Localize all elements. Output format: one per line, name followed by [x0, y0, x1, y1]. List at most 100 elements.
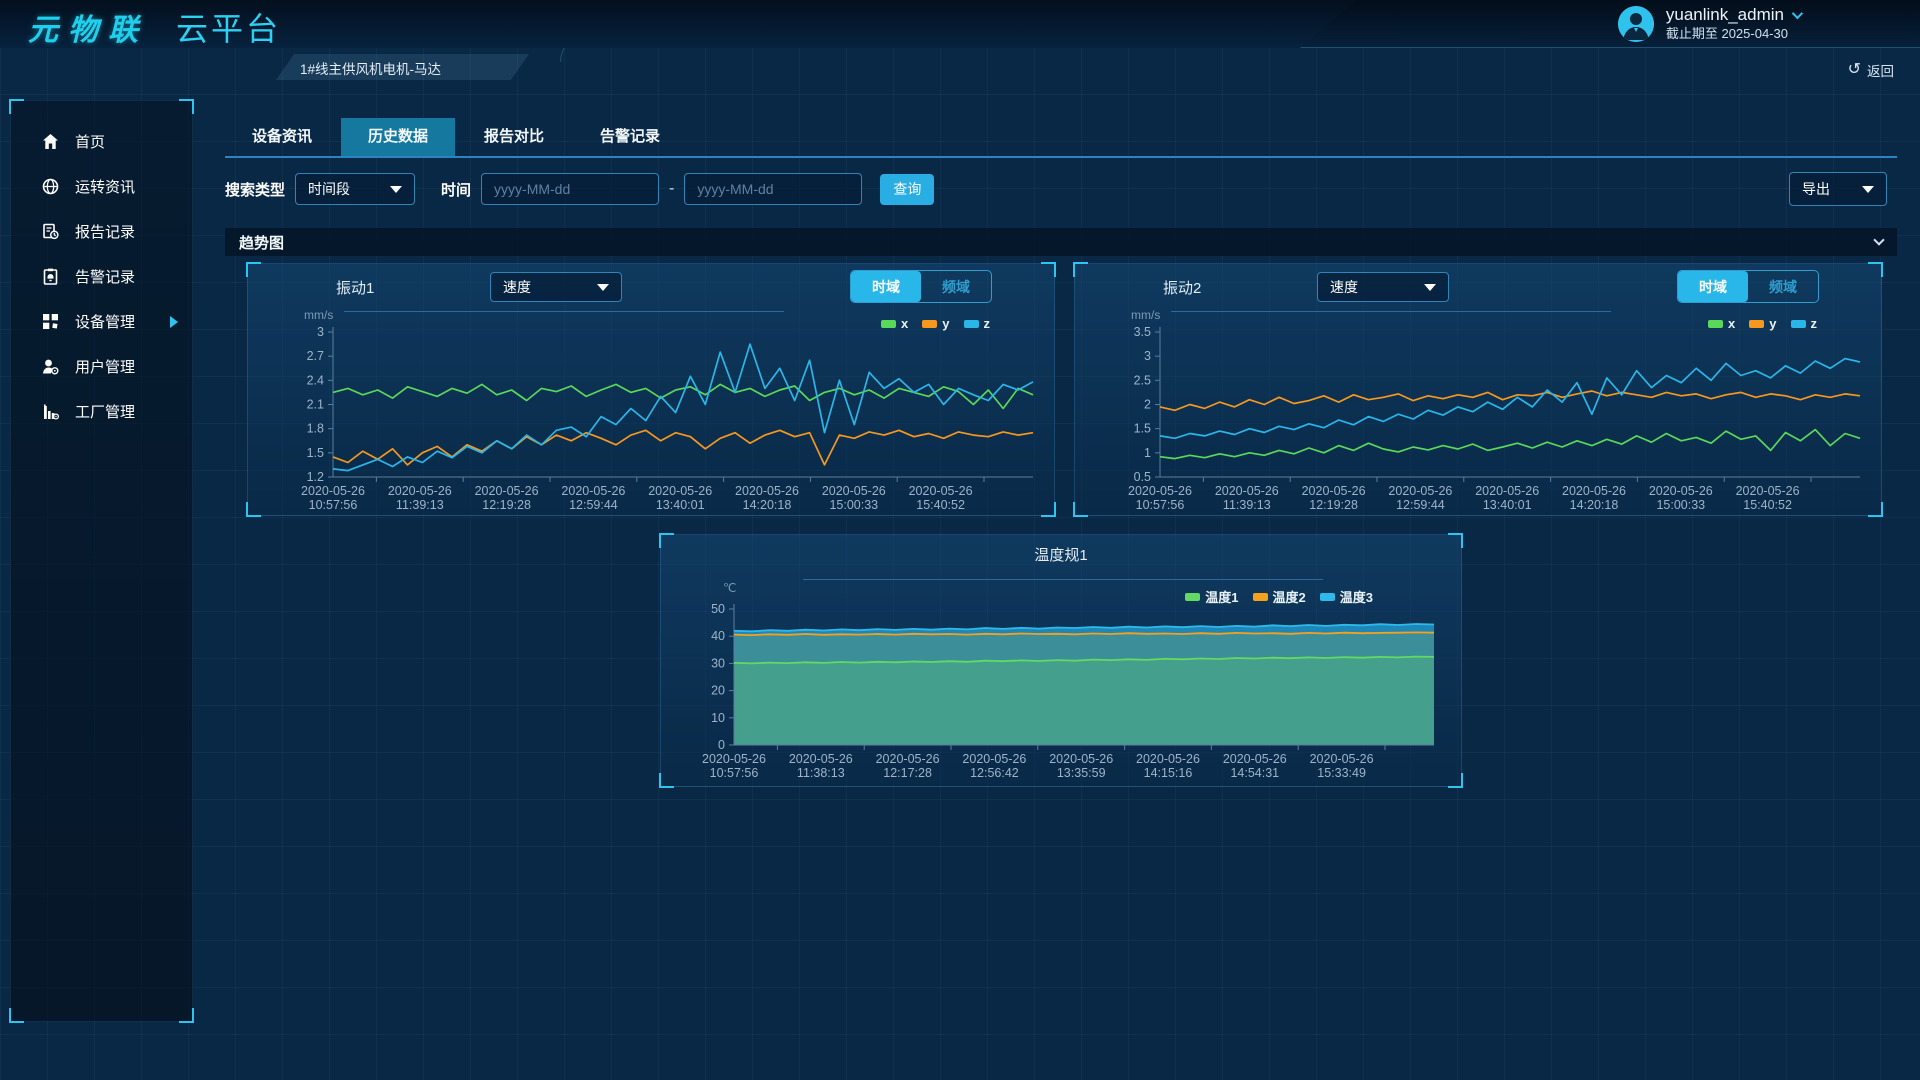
top-bar: 元物联 云平台 yuanlink_admin 截止期至 2025-04-30 — [0, 0, 1920, 48]
export-select[interactable]: 导出 — [1789, 172, 1887, 206]
collapse-chevron-icon[interactable] — [1873, 234, 1885, 246]
date-to-input[interactable] — [684, 173, 863, 205]
home-icon — [43, 134, 58, 149]
export-label: 导出 — [1802, 181, 1830, 197]
sidebar-item-operation-info[interactable]: 运转资讯 — [11, 164, 192, 209]
y-axis-unit: ℃ — [723, 581, 737, 595]
sidebar-nav: 首页运转资讯报告记录告警记录设备管理用户管理工厂管理 — [9, 99, 194, 1023]
legend-label: x — [901, 316, 909, 331]
legend-label: z — [983, 316, 991, 331]
legend-swatch — [1749, 319, 1765, 328]
legend-swatch — [1708, 319, 1724, 328]
legend-swatch — [1790, 319, 1806, 328]
svg-text:0: 0 — [718, 738, 725, 752]
legend-swatch — [922, 319, 938, 328]
dropdown-arrow-icon — [1424, 283, 1436, 291]
user-avatar-icon — [1617, 5, 1654, 42]
svg-text:1.5: 1.5 — [307, 446, 324, 460]
legend-item-温度2[interactable]: 温度2 — [1252, 587, 1306, 606]
sidebar-item-label: 用户管理 — [75, 359, 136, 376]
legend-item-温度1[interactable]: 温度1 — [1185, 587, 1239, 606]
sidebar-item-label: 报告记录 — [75, 224, 136, 241]
sensor-type-select[interactable]: 速度 — [490, 272, 622, 302]
sensor-type-value: 速度 — [1330, 279, 1358, 295]
chart-legend: x y z — [1708, 316, 1817, 331]
svg-text:1.8: 1.8 — [307, 422, 324, 436]
platform-title: 云平台 — [176, 11, 282, 47]
user-menu[interactable]: yuanlink_admin 截止期至 2025-04-30 — [1617, 5, 1804, 43]
account-expiry: 截止期至 2025-04-30 — [1665, 25, 1788, 41]
frequency-domain-button[interactable]: 频域 — [942, 278, 970, 295]
svg-text:0.5: 0.5 — [1134, 470, 1151, 484]
legend-item-y[interactable]: y — [922, 316, 950, 331]
user-manage-icon — [43, 359, 59, 375]
sidebar-item-label: 告警记录 — [75, 269, 136, 286]
sidebar-item-report-record[interactable]: 报告记录 — [11, 209, 192, 254]
legend-label: x — [1728, 316, 1736, 331]
legend-item-z[interactable]: z — [1790, 316, 1817, 331]
main-content: 设备资讯 历史数据 报告对比 告警记录 搜索类型 时间段 时间 - 查询 导出 趋势图… — [225, 0, 1897, 788]
chart-title: 振动2 — [1163, 280, 1202, 297]
legend-item-x[interactable]: x — [1708, 316, 1735, 331]
breadcrumb: 1#线主供风机电机-马达 — [300, 62, 442, 77]
back-button[interactable]: ↺ 返回 — [1848, 60, 1894, 80]
sensor-type-value: 速度 — [503, 279, 531, 295]
domain-toggle: 时域 频域 — [850, 270, 992, 303]
legend-label: y — [1769, 316, 1777, 331]
time-label: 时间 — [441, 181, 472, 199]
legend-item-x[interactable]: x — [881, 316, 908, 331]
legend-label: 温度1 — [1205, 590, 1239, 605]
sidebar-item-home[interactable]: 首页 — [11, 119, 192, 164]
sidebar-item-alarm-record[interactable]: 告警记录 — [11, 254, 192, 299]
date-from-input[interactable] — [481, 173, 660, 205]
expand-arrow-icon[interactable] — [170, 315, 178, 328]
legend-item-z[interactable]: z — [963, 316, 991, 331]
svg-text:2.4: 2.4 — [307, 373, 324, 387]
tab-告警记录[interactable]: 告警记录 — [600, 128, 661, 145]
device-manage-icon — [43, 314, 58, 329]
legend-item-y[interactable]: y — [1749, 316, 1777, 331]
legend-swatch — [1185, 592, 1201, 601]
tab-历史数据[interactable]: 历史数据 — [341, 118, 456, 156]
sidebar-item-label: 运转资讯 — [75, 179, 136, 196]
report-record-icon — [43, 223, 59, 240]
svg-text:3: 3 — [1144, 349, 1151, 363]
legend-label: 温度3 — [1339, 590, 1373, 605]
svg-text:50: 50 — [711, 602, 725, 616]
y-axis-unit: mm/s — [304, 308, 334, 322]
legend-item-温度3[interactable]: 温度3 — [1319, 587, 1373, 606]
trend-section-title: 趋势图 — [239, 234, 285, 252]
chart-legend: x y z — [881, 316, 990, 331]
tab-设备资讯[interactable]: 设备资讯 — [252, 128, 313, 145]
sidebar-item-device-manage[interactable]: 设备管理 — [11, 299, 192, 344]
svg-text:3: 3 — [317, 325, 324, 339]
chart-title: 振动1 — [336, 280, 375, 297]
legend-swatch — [963, 319, 979, 328]
dropdown-arrow-icon — [1862, 185, 1874, 193]
search-type-select[interactable]: 时间段 — [295, 173, 416, 205]
dropdown-arrow-icon — [390, 185, 403, 193]
legend-swatch — [1252, 592, 1268, 601]
temperature-panel: 温度规1 温度1 温度2 温度3 ℃ 50 40 30 20 10 0 2020-05-26 10… — [659, 533, 1463, 788]
tab-报告对比[interactable]: 报告对比 — [484, 128, 545, 145]
query-button[interactable]: 查询 — [880, 173, 935, 205]
sidebar-item-user-manage[interactable]: 用户管理 — [11, 344, 192, 389]
time-domain-button[interactable]: 时域 — [851, 271, 921, 302]
sidebar-item-factory-manage[interactable]: 工厂管理 — [11, 389, 192, 434]
time-domain-button[interactable]: 时域 — [1678, 271, 1748, 302]
frequency-domain-button[interactable]: 频域 — [1769, 278, 1797, 295]
sidebar-item-label: 设备管理 — [75, 314, 136, 331]
sensor-type-select[interactable]: 速度 — [1317, 272, 1449, 302]
